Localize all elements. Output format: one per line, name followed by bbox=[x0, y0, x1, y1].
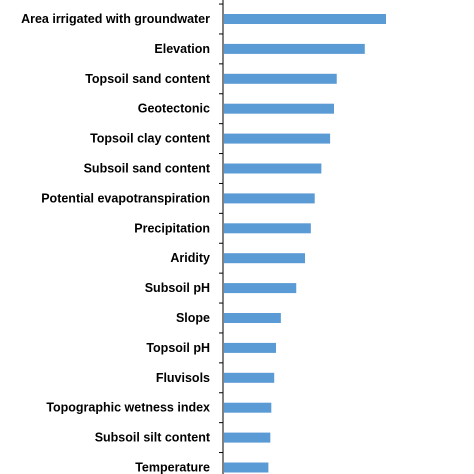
bar-4 bbox=[224, 133, 331, 144]
category-label-14: Subsoil silt content bbox=[95, 431, 211, 445]
bar-5 bbox=[224, 163, 322, 174]
bar-7 bbox=[224, 223, 311, 234]
bar-11 bbox=[224, 342, 277, 353]
bar-10 bbox=[224, 313, 281, 323]
category-label-6: Potential evapotranspiration bbox=[41, 191, 210, 205]
category-label-12: Fluvisols bbox=[156, 371, 210, 385]
category-label-10: Slope bbox=[176, 311, 210, 325]
category-label-1: Elevation bbox=[154, 42, 210, 56]
bar-15 bbox=[224, 462, 269, 473]
bar-3 bbox=[224, 103, 334, 114]
category-label-4: Topsoil clay content bbox=[90, 132, 211, 146]
category-label-13: Topographic wetness index bbox=[46, 401, 210, 415]
bar-8 bbox=[224, 253, 305, 264]
bar-2 bbox=[224, 73, 337, 84]
bar-1 bbox=[224, 43, 365, 54]
category-label-9: Subsoil pH bbox=[145, 281, 210, 295]
category-label-11: Topsoil pH bbox=[146, 341, 210, 355]
bar-12 bbox=[224, 372, 275, 383]
category-label-7: Precipitation bbox=[134, 221, 210, 235]
bar-9 bbox=[224, 283, 297, 294]
bar-14 bbox=[224, 432, 271, 443]
category-label-3: Geotectonic bbox=[138, 102, 210, 116]
bars-group bbox=[219, 3, 386, 473]
category-label-8: Aridity bbox=[170, 251, 210, 265]
labels-group: Area irrigated with groundwater Elevation… bbox=[21, 12, 211, 474]
bar-13 bbox=[224, 402, 272, 413]
category-label-5: Subsoil sand content bbox=[84, 162, 211, 176]
category-label-0: Area irrigated with groundwater bbox=[21, 12, 210, 26]
bar-0 bbox=[224, 14, 386, 24]
bar-6 bbox=[224, 193, 315, 204]
category-label-15: Temperature bbox=[135, 461, 210, 474]
category-label-2: Topsoil sand content bbox=[85, 72, 211, 86]
